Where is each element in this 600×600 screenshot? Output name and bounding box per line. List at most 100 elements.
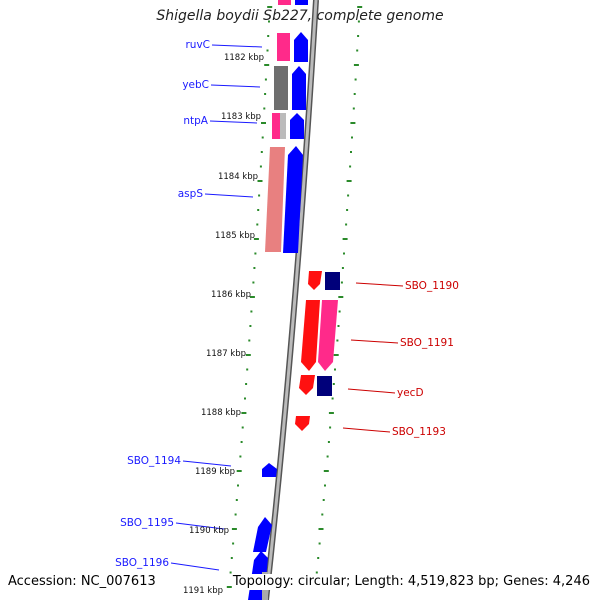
gene-bar[interactable] [295,0,308,5]
genome-backbone [263,0,319,600]
gene-label-ruvC[interactable]: ruvC [185,39,210,51]
gene-arrow[interactable] [318,300,338,371]
tick-mark-outer [349,165,352,168]
gene-label-SBO_1190[interactable]: SBO_1190 [405,280,459,292]
tick-mark-inner [268,20,270,23]
topology-text: Topology: circular; Length: 4,519,823 bp… [232,574,590,590]
leader-line [211,44,263,48]
tick-mark-inner [261,136,264,139]
gene-arrow[interactable] [292,66,306,110]
tick-mark-inner [263,107,266,110]
gene-bar[interactable] [325,272,340,290]
gene-bar[interactable] [280,113,286,139]
gene-arrow[interactable] [294,32,308,62]
scale-label: 1191 kbp [183,586,223,596]
gene-arrow-SBO_1190[interactable] [308,271,322,290]
tick-mark-inner [245,383,248,385]
leader-line [175,522,225,530]
scale-label: 1187 kbp [206,349,246,359]
gene-arrow[interactable] [290,113,304,139]
tick-mark-inner [254,252,257,255]
tick-mark-inner [232,542,235,545]
gene-label-yebC[interactable]: yebC [182,79,209,91]
gene-arrow-SBO_1191[interactable] [301,300,320,371]
gene-labels: ruvC yebC ntpA aspS SBO_1190 SBO_1191 yecD SBO_… [115,39,459,569]
tick-mark-inner [252,281,255,284]
tick-mark-outer [357,20,360,23]
gene-bar-yebC[interactable] [274,66,288,110]
tick-mark-inner [244,397,246,400]
leader-line [170,562,220,571]
tick-rings [226,6,363,588]
tick-mark-inner [253,267,256,269]
genome-title: Shigella boydii Sb227, complete genome [156,8,444,24]
gene-arrow-SBO_1193[interactable] [295,416,310,431]
gene-label-aspS[interactable]: aspS [178,188,204,200]
gene-arrow-yecD[interactable] [299,375,315,395]
tick-mark-outer [350,122,356,124]
scale-label: 1182 kbp [224,53,264,63]
tick-mark-outer [315,571,318,574]
tick-mark-inner [256,223,259,226]
tick-mark-outer [338,310,341,313]
tick-mark-outer [357,6,363,8]
gene-label-SBO_1196[interactable]: SBO_1196 [115,557,169,569]
tick-mark-inner [241,412,247,414]
tick-mark-outer [333,354,339,356]
tick-mark-inner [240,441,243,443]
tick-mark-outer [338,296,344,298]
tick-mark-outer [327,441,330,443]
tick-mark-outer [318,542,321,545]
gene-label-SBO_1193[interactable]: SBO_1193 [392,426,446,438]
tick-mark-inner [236,470,242,472]
gene-bar[interactable] [317,376,332,396]
tick-mark-inner [258,194,261,197]
tick-mark-outer [356,49,359,52]
tick-mark-outer [318,528,324,530]
tick-mark-outer [352,107,355,110]
gene-label-ntpA[interactable]: ntpA [183,115,208,127]
gene-arrow-SBO_1194[interactable] [262,463,277,477]
gene-bar-ntpA[interactable] [272,113,280,139]
gene-label-yecD[interactable]: yecD [397,387,424,399]
tick-mark-inner [239,455,242,458]
tick-mark-outer [337,325,340,327]
gene-label-SBO_1191[interactable]: SBO_1191 [400,337,454,349]
accession-text: Accession: NC_007613 [8,574,156,590]
scale-label: 1185 kbp [215,231,255,241]
tick-mark-outer [342,238,348,240]
leader-line [204,193,254,198]
tick-mark-inner [249,325,252,327]
gene-label-SBO_1194[interactable]: SBO_1194 [127,455,181,467]
gene-bar[interactable] [278,0,291,5]
tick-mark-outer [341,267,344,269]
scale-label: 1184 kbp [218,172,258,182]
tick-mark-inner [234,513,237,516]
tick-mark-inner [245,354,251,356]
tick-mark-inner [230,557,233,559]
tick-mark-inner [248,339,251,342]
tick-mark-inner [250,310,253,313]
tick-mark-inner [246,368,249,371]
gene-arrow[interactable] [283,146,303,253]
tick-mark-inner [266,49,269,52]
tick-mark-outer [351,136,353,139]
scale-labels: 1182 kbp 1183 kbp 1184 kbp 1185 kbp 1186 kbp… [183,53,264,596]
tick-mark-outer [345,223,348,226]
gene-label-SBO_1195[interactable]: SBO_1195 [120,517,174,529]
leader-line [182,460,232,467]
gene-bar-aspS[interactable] [265,147,285,252]
label-leader-lines [170,44,404,571]
tick-mark-inner [257,209,260,211]
scale-label: 1190 kbp [189,526,229,536]
scale-label: 1189 kbp [195,467,235,477]
leader-line [342,427,391,433]
tick-mark-outer [331,397,334,400]
tick-mark-inner [241,426,244,429]
gene-bar-ruvC[interactable] [277,33,290,61]
tick-mark-outer [326,455,329,458]
leader-line [355,282,404,287]
tick-mark-outer [350,151,352,153]
gene-arrow-SBO_1195[interactable] [253,517,272,552]
